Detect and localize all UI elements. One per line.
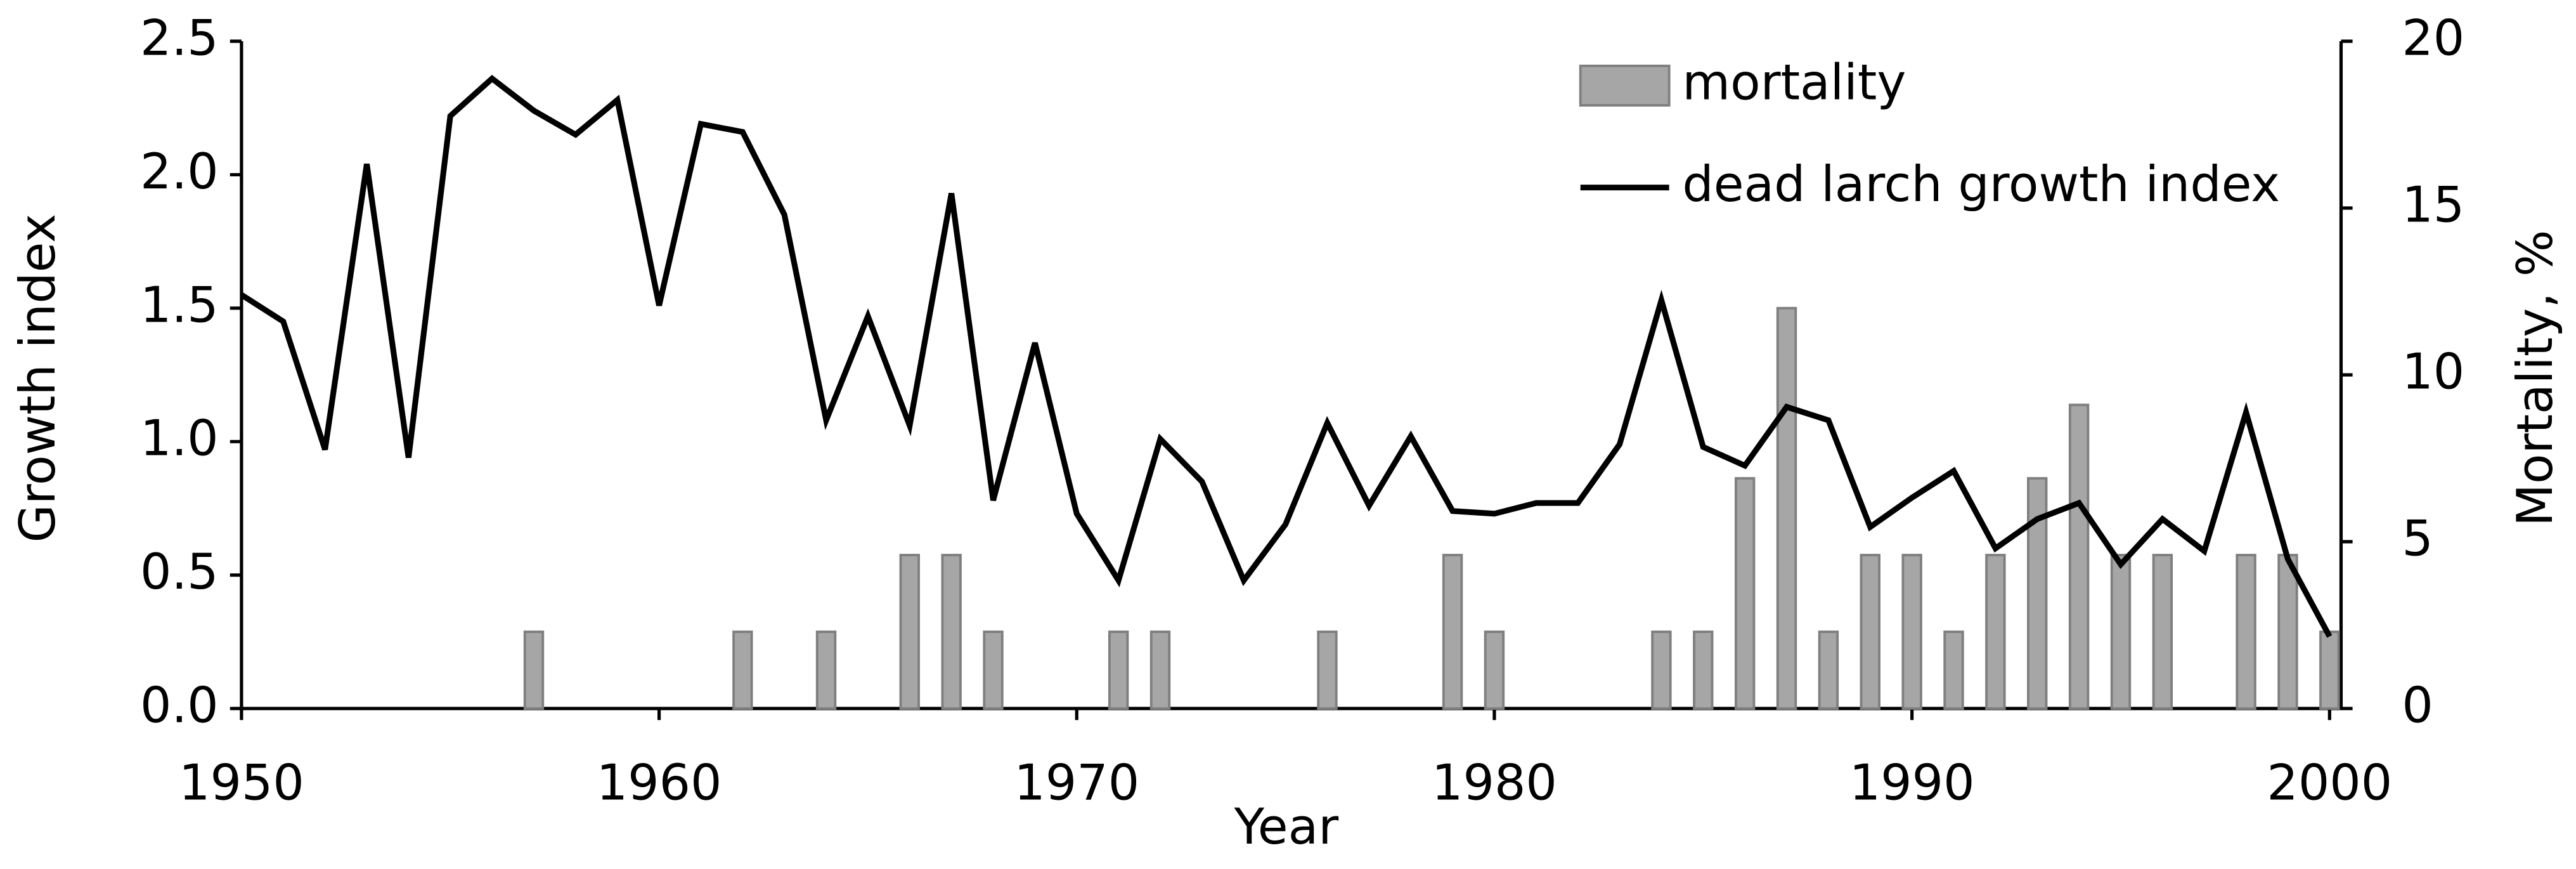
bar (732, 631, 753, 710)
bar (1442, 554, 1463, 710)
x-axis-label: Year (1234, 799, 1339, 856)
x-tick-label: 2000 (2267, 754, 2392, 811)
bar (2110, 554, 2132, 710)
bar (1985, 554, 2006, 710)
y-tick-label: 0.5 (140, 544, 219, 601)
bar (1776, 306, 1797, 710)
y2-tick-label: 10 (2402, 343, 2464, 400)
bar (1317, 631, 1338, 710)
y2-tick-label: 5 (2402, 510, 2433, 567)
y-tick-label: 0.0 (140, 677, 219, 734)
bar (899, 554, 920, 710)
bar (1943, 631, 1964, 710)
bar (1818, 631, 1839, 710)
legend-swatch (1579, 64, 1671, 107)
y-tick-label: 2.0 (140, 143, 219, 200)
bar (2068, 403, 2090, 710)
bar (983, 631, 1004, 710)
bar (1901, 554, 1922, 710)
bar (2027, 477, 2048, 710)
bar (1693, 631, 1714, 710)
x-tick-label: 1990 (1849, 754, 1975, 811)
bar (1860, 554, 1880, 710)
bar (1108, 631, 1129, 710)
y-tick-label: 1.5 (140, 277, 219, 334)
y-tick-label: 1.0 (140, 410, 219, 467)
legend-label: mortality (1682, 54, 1906, 111)
bar (2152, 554, 2173, 710)
x-tick-label: 1980 (1432, 754, 1557, 811)
x-tick-label: 1970 (1014, 754, 1139, 811)
y2-tick-label: 20 (2402, 10, 2464, 67)
bar (2236, 554, 2256, 710)
y2-tick-label: 0 (2402, 677, 2433, 734)
x-tick-label: 1950 (179, 754, 304, 811)
bar (941, 554, 962, 710)
bar (2277, 554, 2298, 710)
bar (1149, 631, 1171, 710)
y-tick-label: 2.5 (140, 10, 219, 67)
y2-tick-label: 15 (2402, 176, 2464, 233)
bar (1484, 631, 1505, 710)
x-tick-label: 1960 (597, 754, 722, 811)
legend-label: dead larch growth index (1682, 156, 2280, 213)
bar (523, 631, 545, 710)
y2-axis-label: Mortality, % (2507, 230, 2564, 526)
bar (815, 631, 837, 710)
bar (2319, 631, 2340, 710)
bar (1734, 477, 1756, 710)
y-axis-label: Growth index (10, 214, 67, 543)
line (240, 75, 2333, 638)
bar (1651, 631, 1672, 710)
